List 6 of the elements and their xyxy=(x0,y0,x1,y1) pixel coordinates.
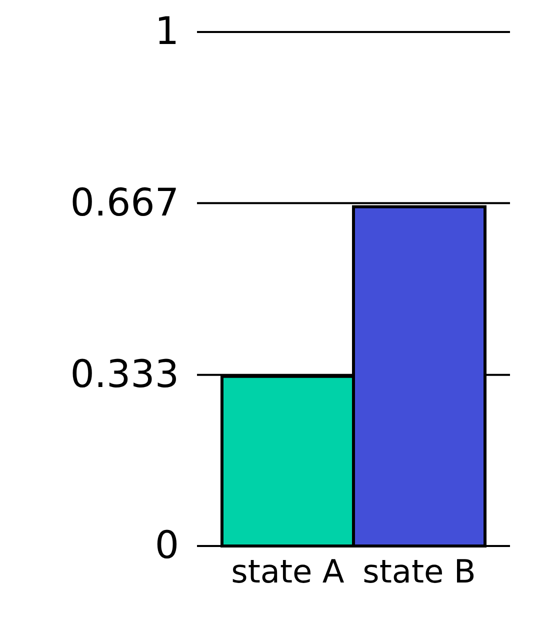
y-tick-label: 1 xyxy=(154,9,179,54)
y-tick-label: 0.667 xyxy=(70,180,179,224)
x-tick-label: state A xyxy=(231,552,344,591)
y-tick-label: 0 xyxy=(154,523,179,568)
y-tick-label: 0.333 xyxy=(70,352,179,396)
x-tick-label: state B xyxy=(362,552,476,591)
